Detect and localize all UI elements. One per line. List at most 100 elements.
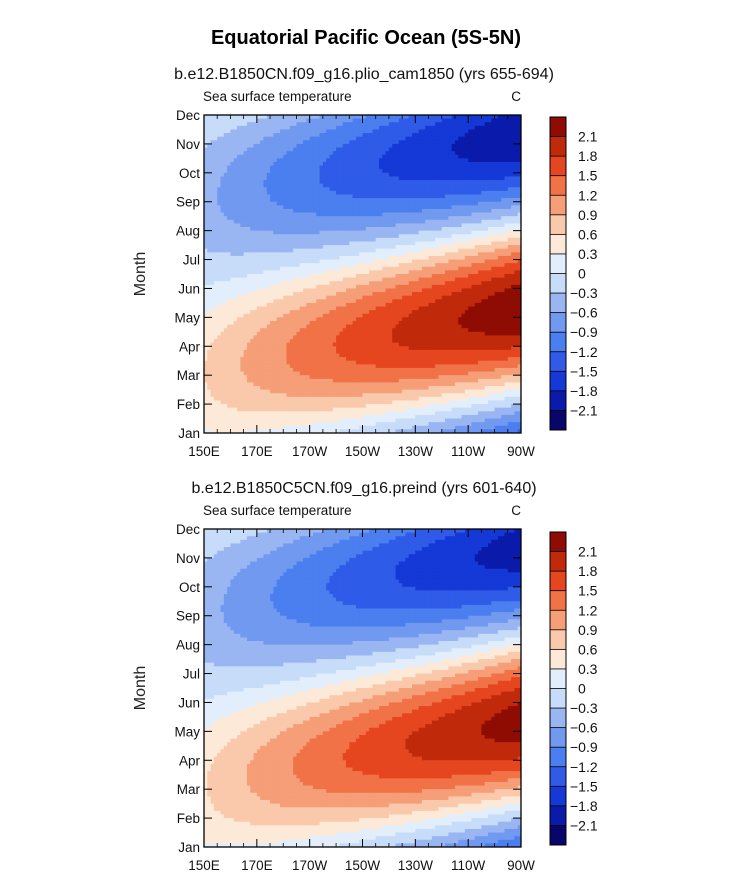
contour-cell <box>445 176 449 181</box>
contour-cell <box>369 208 373 214</box>
contour-cell <box>270 223 274 228</box>
contour-cell <box>293 208 297 214</box>
contour-cell <box>428 169 433 174</box>
contour-cell <box>365 183 370 188</box>
contour-cell <box>210 183 215 188</box>
contour-cell <box>230 295 235 300</box>
contour-cell <box>468 205 472 210</box>
contour-cell <box>243 161 248 167</box>
contour-cell <box>438 277 443 282</box>
contour-cell <box>273 299 278 304</box>
contour-cell <box>349 158 354 163</box>
contour-cell <box>312 292 317 297</box>
contour-cell <box>379 118 383 123</box>
contour-cell <box>382 161 387 167</box>
contour-cell <box>494 169 499 174</box>
contour-cell <box>309 151 314 156</box>
contour-cell <box>207 281 212 286</box>
contour-cell <box>359 122 363 127</box>
contour-cell <box>418 223 423 228</box>
contour-cell <box>379 176 383 181</box>
contour-cell <box>362 133 367 138</box>
contour-cell <box>362 292 367 297</box>
contour-cell <box>487 172 492 177</box>
contour-cell <box>316 248 321 253</box>
contour-cell <box>402 176 406 181</box>
contour-cell <box>514 212 519 217</box>
contour-cell <box>204 172 208 177</box>
contour-cell <box>491 187 496 192</box>
contour-cell <box>481 223 486 228</box>
contour-cell <box>382 284 387 289</box>
contour-cell <box>256 154 261 159</box>
contour-cell <box>365 172 370 177</box>
contour-cell <box>253 248 258 253</box>
contour-cell <box>240 118 245 123</box>
contour-cell <box>471 143 476 149</box>
contour-cell <box>454 180 459 185</box>
contour-cell <box>342 165 347 170</box>
contour-cell <box>461 198 466 203</box>
contour-cell <box>365 125 370 130</box>
contour-cell <box>213 237 218 242</box>
contour-cell <box>362 183 367 188</box>
contour-cell <box>332 115 337 120</box>
contour-cell <box>491 198 496 203</box>
contour-cell <box>484 187 489 192</box>
contour-cell <box>345 230 350 235</box>
contour-cell <box>230 140 235 145</box>
contour-cell <box>365 201 370 206</box>
contour-cell <box>445 288 449 293</box>
contour-cell <box>418 169 423 174</box>
contour-cell <box>256 187 261 192</box>
contour-cell <box>359 198 363 203</box>
contour-cell <box>412 125 416 130</box>
contour-cell <box>454 259 459 264</box>
contour-cell <box>326 172 330 177</box>
contour-cell <box>375 230 380 235</box>
contour-cell <box>362 194 367 199</box>
contour-cell <box>233 176 238 181</box>
contour-cell <box>283 176 288 181</box>
contour-cell <box>266 172 271 177</box>
contour-cell <box>507 147 512 152</box>
contour-cell <box>497 176 502 181</box>
contour-cell <box>431 140 436 145</box>
contour-cell <box>260 274 264 279</box>
contour-cell <box>369 151 373 156</box>
contour-cell <box>276 208 281 214</box>
contour-cell <box>322 115 327 120</box>
contour-cell <box>379 161 383 167</box>
contour-cell <box>243 270 248 275</box>
contour-cell <box>365 165 370 170</box>
contour-cell <box>425 125 430 130</box>
contour-cell <box>210 266 215 271</box>
contour-cell <box>362 176 367 181</box>
contour-cell <box>345 129 350 134</box>
contour-cell <box>471 234 476 239</box>
contour-cell <box>204 266 208 271</box>
contour-cell <box>293 115 297 120</box>
contour-cell <box>345 284 350 289</box>
contour-cell <box>415 216 420 221</box>
contour-cell <box>273 140 278 145</box>
contour-cell <box>471 136 476 141</box>
contour-cell <box>445 158 449 163</box>
contour-cell <box>461 176 466 181</box>
contour-cell <box>303 230 307 235</box>
contour-cell <box>464 274 469 279</box>
contour-cell <box>451 241 456 246</box>
contour-cell <box>461 169 466 174</box>
contour-cell <box>256 143 261 149</box>
contour-cell <box>309 237 314 242</box>
contour-cell <box>329 259 334 264</box>
contour-cell <box>345 158 350 163</box>
contour-cell <box>243 140 248 145</box>
contour-cell <box>345 259 350 264</box>
contour-cell <box>266 133 271 138</box>
contour-cell <box>372 136 377 141</box>
contour-cell <box>474 245 479 250</box>
contour-cell <box>322 169 327 174</box>
contour-cell <box>392 190 397 195</box>
contour-cell <box>514 161 519 167</box>
